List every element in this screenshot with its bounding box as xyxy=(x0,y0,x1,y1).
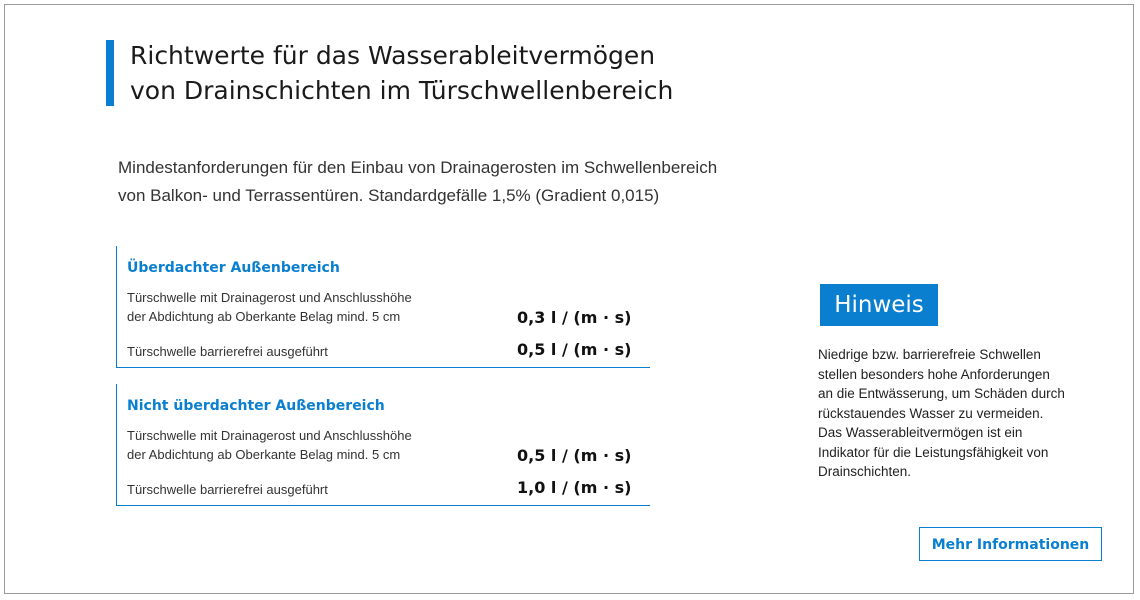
section-heading: Nicht überdachter Außenbereich xyxy=(127,398,385,414)
section-uncovered-outdoor: Nicht überdachter Außenbereich Türschwel… xyxy=(116,384,650,506)
row-label-barrier-free: Türschwelle barrierefrei ausgeführt xyxy=(127,344,328,359)
note-line: Das Wasserableitvermögen ist ein xyxy=(818,425,1023,440)
note-text: Niedrige bzw. barrierefreie Schwellen st… xyxy=(818,345,1078,482)
note-line: Indikator für die Leistungsfähigkeit von xyxy=(818,444,1049,460)
note-line: stellen besonders hohe Anforderungen xyxy=(818,366,1050,382)
intro-text: Mindestanforderungen für den Einbau von … xyxy=(118,154,838,210)
row-value-barrier-free: 1,0 l / (m · s) xyxy=(517,478,632,497)
page-title-line-1: Richtwerte für das Wasserableitvermögen xyxy=(130,41,656,70)
row-label-line-2: der Abdichtung ab Oberkante Belag mind. … xyxy=(127,447,401,462)
row-label-drainage-grate: Türschwelle mit Drainagerost und Anschlu… xyxy=(127,288,412,326)
row-value-barrier-free: 0,5 l / (m · s) xyxy=(517,340,632,359)
page-title-line-2: von Drainschichten im Türschwellenbereic… xyxy=(130,76,674,105)
row-value-drainage-grate: 0,5 l / (m · s) xyxy=(517,446,632,465)
row-label-line-1: Türschwelle mit Drainagerost und Anschlu… xyxy=(127,428,412,443)
note-line: Drainschichten. xyxy=(818,464,912,479)
row-label-drainage-grate: Türschwelle mit Drainagerost und Anschlu… xyxy=(127,426,412,464)
row-label-line-2: der Abdichtung ab Oberkante Belag mind. … xyxy=(127,309,401,324)
note-line: rückstauendes Wasser zu vermeiden. xyxy=(818,405,1044,421)
note-badge: Hinweis xyxy=(820,284,938,326)
note-line: Niedrige bzw. barrierefreie Schwellen xyxy=(818,347,1041,362)
row-value-drainage-grate: 0,3 l / (m · s) xyxy=(517,308,632,327)
row-label-barrier-free: Türschwelle barrierefrei ausgeführt xyxy=(127,482,328,497)
page-title: Richtwerte für das Wasserableitvermögen … xyxy=(130,38,673,108)
title-accent-bar xyxy=(106,40,114,106)
content-frame xyxy=(4,4,1134,594)
section-covered-outdoor: Überdachter Außenbereich Türschwelle mit… xyxy=(116,246,650,368)
row-label-line-1: Türschwelle mit Drainagerost und Anschlu… xyxy=(127,290,412,305)
section-heading: Überdachter Außenbereich xyxy=(127,260,340,276)
intro-line-1: Mindestanforderungen für den Einbau von … xyxy=(118,158,718,177)
more-information-button[interactable]: Mehr Informationen xyxy=(919,527,1102,561)
note-line: an die Entwässerung, um Schäden durch xyxy=(818,386,1065,401)
intro-line-2: von Balkon- und Terrassentüren. Standard… xyxy=(118,186,660,205)
